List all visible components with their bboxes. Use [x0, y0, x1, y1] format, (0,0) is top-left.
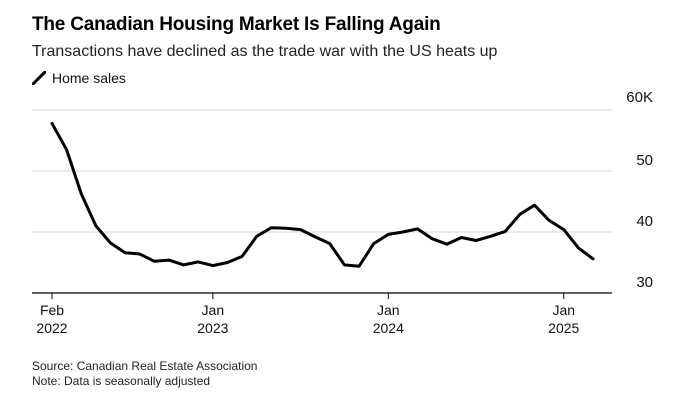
- source-note: Source: Canadian Real Estate Association: [32, 359, 258, 373]
- series-line-home-sales: [50, 121, 595, 268]
- x-tick-label: Feb: [40, 302, 64, 318]
- y-tick-label: 40: [636, 213, 653, 230]
- chart-subtitle: Transactions have declined as the trade …: [32, 43, 498, 60]
- legend: Home sales: [31, 70, 126, 86]
- data-note: Note: Data is seasonally adjusted: [32, 374, 211, 388]
- y-tick-label: 60K: [626, 89, 653, 106]
- x-tick-year-label: 2025: [548, 320, 579, 336]
- x-tick-year-label: 2024: [373, 320, 404, 336]
- x-tick-label: Jan: [202, 302, 225, 318]
- x-tick-label: Jan: [552, 302, 575, 318]
- chart-title: The Canadian Housing Market Is Falling A…: [32, 14, 441, 35]
- line-swatch-icon: [31, 70, 47, 86]
- x-tick-label: Jan: [377, 302, 400, 318]
- x-tick-year-label: 2022: [36, 320, 67, 336]
- y-tick-label: 30: [636, 274, 653, 291]
- legend-label: Home sales: [52, 70, 126, 86]
- y-tick-label: 50: [636, 152, 653, 169]
- line-chart: 60K 50 40 30 Feb 2022 Jan 2023 Jan 2024 Jan 2025: [32, 89, 653, 336]
- x-tick-year-label: 2023: [197, 320, 228, 336]
